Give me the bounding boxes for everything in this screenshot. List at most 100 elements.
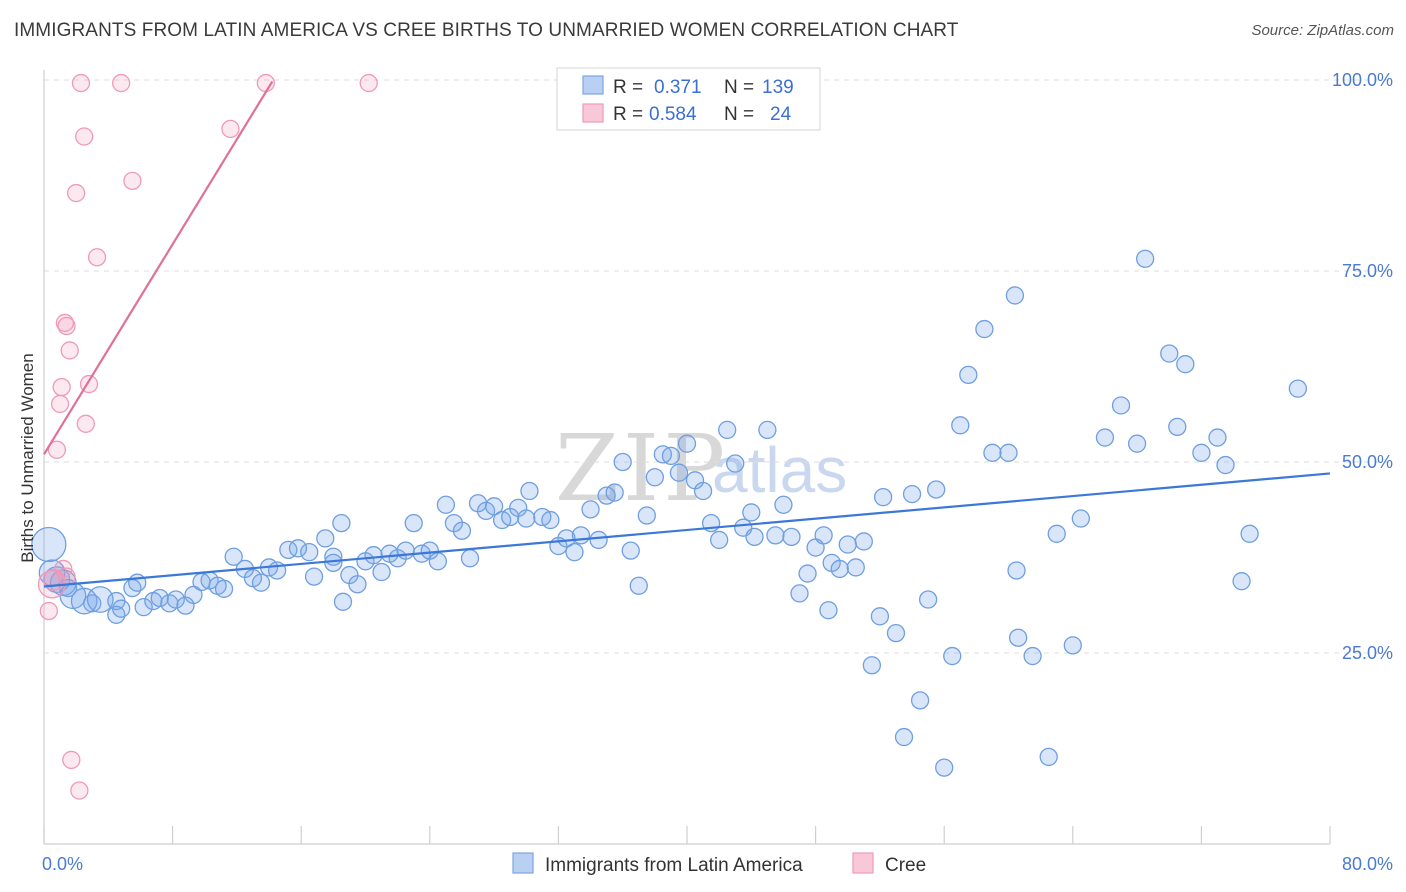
point-immigrants-39 [333,592,353,611]
point-cree-15 [76,414,95,433]
point-immigrants-32 [288,539,308,558]
point-immigrants-58 [484,497,504,516]
point-immigrants-91 [745,527,764,547]
point-immigrants-75 [621,541,640,560]
point-cree-12 [70,781,89,800]
watermark-atlas: atlas [712,434,847,506]
point-immigrants-99 [814,526,833,545]
stats-n-label-blue: N = [724,77,754,98]
point-immigrants-82 [677,434,697,453]
point-immigrants-94 [774,495,793,514]
point-immigrants-65 [541,510,560,530]
point-immigrants-111 [902,484,922,504]
x-tick-label-80: 80.0% [1342,854,1393,874]
point-immigrants-86 [710,530,729,550]
point-immigrants-107 [870,607,890,626]
point-immigrants-125 [1023,646,1042,666]
legend-label-cree: Cree [885,855,926,876]
stats-n-label-pink: N = [724,104,754,125]
point-immigrants-96 [790,584,809,603]
stats-r-label-pink: R = [613,104,643,125]
point-immigrants-0 [31,526,67,563]
x-tick-label-0: 0.0% [42,854,83,874]
series-legend: Immigrants from Latin America Cree [512,852,926,876]
point-immigrants-88 [726,454,745,473]
point-immigrants-130 [1095,428,1115,447]
point-cree-4 [50,394,70,414]
point-immigrants-127 [1047,524,1066,543]
point-immigrants-109 [886,623,906,643]
point-immigrants-105 [854,532,873,551]
point-immigrants-24 [214,579,234,598]
legend-swatch-immigrants [512,852,534,874]
y-tick-label-50: 50.0% [1342,452,1393,472]
point-immigrants-131 [1111,396,1131,415]
point-immigrants-108 [873,487,893,507]
point-immigrants-68 [565,543,584,562]
point-immigrants-28 [251,573,271,592]
point-immigrants-16 [150,588,169,608]
point-immigrants-119 [975,319,994,339]
point-immigrants-132 [1127,434,1147,453]
point-immigrants-123 [1007,561,1026,580]
point-immigrants-90 [742,503,761,522]
point-cree-9 [60,341,79,360]
point-immigrants-114 [927,480,946,499]
point-immigrants-43 [364,546,383,565]
trend-lines [43,80,1331,588]
stats-swatch-blue [582,75,604,95]
point-immigrants-11 [112,599,131,618]
point-immigrants-77 [637,506,656,525]
point-immigrants-10 [107,605,126,624]
point-immigrants-126 [1039,747,1058,767]
point-immigrants-41 [348,575,367,594]
point-cree-17 [87,248,107,267]
chart-title: IMMIGRANTS FROM LATIN AMERICA VS CREE BI… [14,20,959,41]
trend-line-immigrants [43,472,1331,588]
point-cree-20 [221,119,240,139]
point-immigrants-129 [1071,509,1090,528]
point-cree-0 [39,601,58,621]
legend-swatch-cree [852,852,874,874]
point-immigrants-115 [935,758,954,777]
point-cree-18 [112,73,131,93]
point-immigrants-81 [669,463,689,482]
point-cree-13 [71,73,91,93]
point-immigrants-8 [86,586,114,613]
point-cree-23 [54,559,73,579]
source-credit: Source: ZipAtlas.com [1251,22,1394,39]
stats-n-value-pink: 24 [770,104,792,125]
point-immigrants-25 [224,547,243,566]
point-immigrants-133 [1135,249,1155,268]
point-immigrants-142 [1288,379,1307,398]
point-immigrants-95 [782,527,801,547]
point-immigrants-55 [460,549,480,568]
y-tick-labels: 25.0% 50.0% 75.0% 100.0% [1332,70,1393,663]
point-immigrants-84 [693,481,713,501]
point-immigrants-63 [520,481,539,501]
point-immigrants-135 [1168,417,1187,437]
point-immigrants-71 [589,530,608,550]
point-cree-6 [55,313,75,333]
series-immigrants-points [31,249,1307,777]
point-cree-10 [62,750,81,770]
y-tick-label-25: 25.0% [1342,643,1393,663]
point-immigrants-110 [894,727,914,747]
point-immigrants-33 [300,543,319,562]
point-immigrants-139 [1216,455,1235,475]
point-immigrants-51 [428,552,447,571]
point-immigrants-136 [1176,355,1195,374]
point-immigrants-34 [304,567,324,586]
stats-swatch-pink [582,103,604,123]
point-cree-7 [57,316,76,336]
point-immigrants-80 [661,446,681,466]
trend-line-cree [43,80,274,455]
point-immigrants-37 [324,553,343,572]
stats-r-label-blue: R = [613,77,643,98]
point-immigrants-78 [645,468,664,487]
point-immigrants-104 [846,558,865,577]
point-immigrants-87 [718,420,737,440]
point-immigrants-62 [517,509,536,528]
series-cree-points [37,73,378,800]
